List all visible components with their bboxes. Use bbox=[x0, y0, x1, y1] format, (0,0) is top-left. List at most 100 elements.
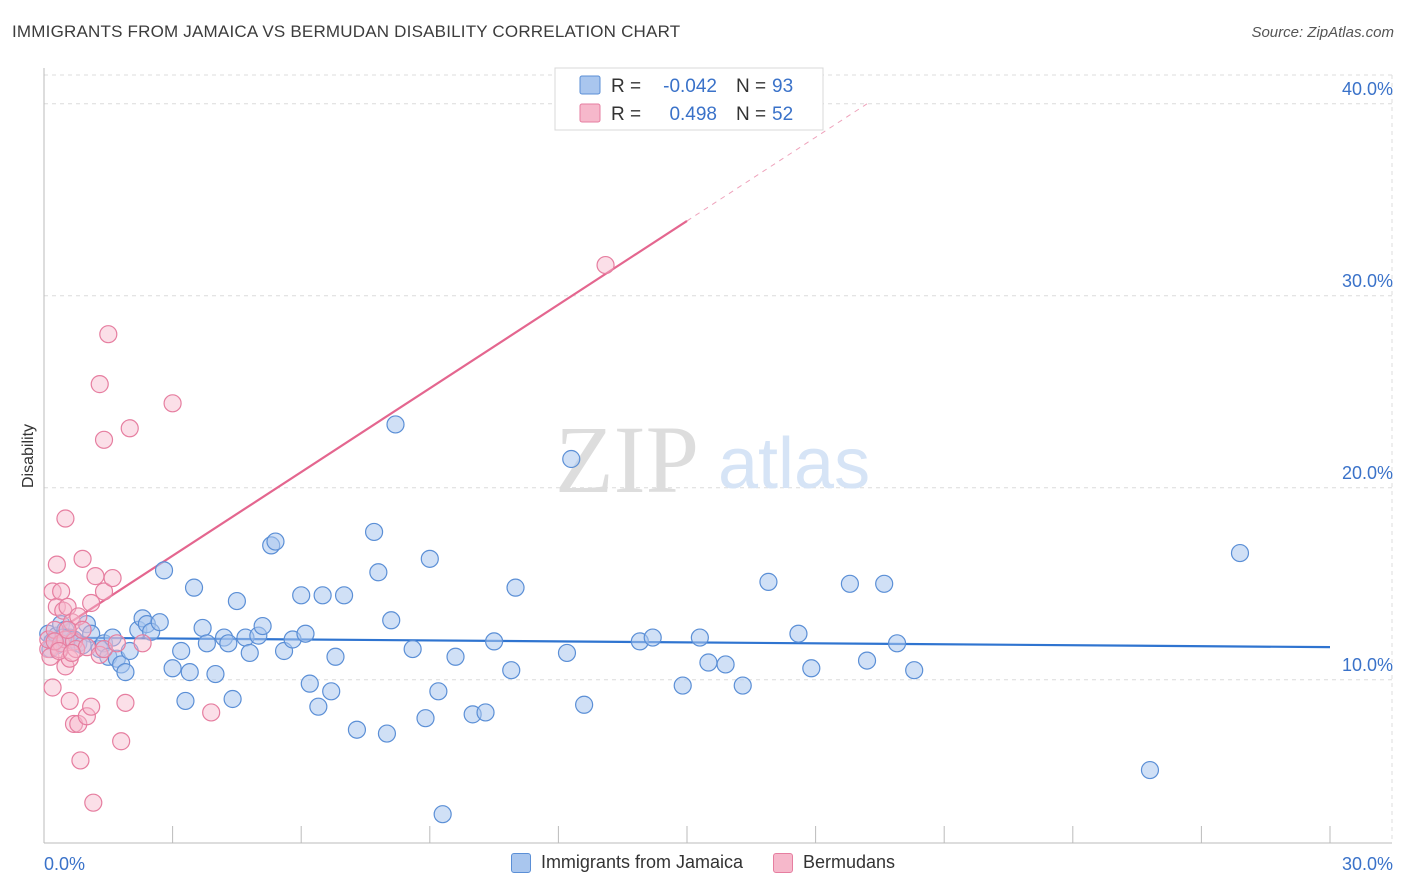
data-point-bermudans bbox=[56, 509, 75, 528]
legend-swatch-pink bbox=[772, 852, 793, 873]
data-point-jamaica bbox=[789, 624, 808, 643]
points-layer bbox=[39, 255, 1250, 824]
data-point-bermudans bbox=[202, 703, 221, 722]
trend-line-bermudans bbox=[43, 219, 688, 641]
legend-item-jamaica[interactable]: Immigrants from Jamaica bbox=[510, 852, 743, 873]
data-point-jamaica bbox=[253, 616, 272, 636]
data-point-jamaica bbox=[733, 676, 752, 695]
watermark-atlas: atlas bbox=[718, 424, 870, 504]
legend-item-bermudans[interactable]: Bermudans bbox=[772, 852, 896, 873]
data-point-jamaica bbox=[334, 586, 354, 605]
data-point-jamaica bbox=[382, 611, 401, 630]
x-tick-label: 0.0% bbox=[44, 854, 85, 874]
data-point-jamaica bbox=[673, 676, 692, 695]
data-point-bermudans bbox=[163, 394, 182, 413]
data-point-jamaica bbox=[485, 632, 504, 651]
data-point-jamaica bbox=[802, 659, 821, 678]
data-point-bermudans bbox=[82, 697, 101, 716]
data-point-jamaica bbox=[300, 674, 319, 693]
data-point-bermudans bbox=[90, 375, 109, 394]
legend-top-swatch-pink bbox=[579, 103, 601, 123]
y-axis-label: Disability bbox=[20, 424, 37, 488]
data-point-jamaica bbox=[562, 449, 581, 469]
data-point-jamaica bbox=[433, 805, 452, 824]
data-point-jamaica bbox=[309, 697, 328, 716]
data-point-jamaica bbox=[223, 689, 242, 709]
grid-layer bbox=[44, 74, 1393, 843]
data-point-jamaica bbox=[364, 522, 384, 542]
legend-label-jamaica: Immigrants from Jamaica bbox=[540, 852, 743, 872]
data-point-jamaica bbox=[154, 561, 174, 580]
data-point-jamaica bbox=[403, 639, 422, 659]
data-point-jamaica bbox=[176, 691, 195, 711]
data-point-jamaica bbox=[150, 613, 169, 632]
data-point-jamaica bbox=[875, 574, 894, 593]
data-point-jamaica bbox=[643, 628, 662, 647]
legend-top-r-label-2: R = bbox=[611, 104, 641, 125]
data-point-bermudans bbox=[52, 582, 71, 601]
legend-swatch-blue bbox=[510, 852, 531, 873]
y-tick-label: 40.0% bbox=[1342, 79, 1393, 99]
y-tick-label: 30.0% bbox=[1342, 271, 1393, 291]
chart-title: IMMIGRANTS FROM JAMAICA VS BERMUDAN DISA… bbox=[12, 22, 681, 41]
data-point-jamaica bbox=[1230, 543, 1250, 563]
data-point-bermudans bbox=[73, 549, 92, 568]
data-point-jamaica bbox=[313, 586, 332, 605]
data-point-bermudans bbox=[94, 430, 114, 449]
data-point-bermudans bbox=[596, 255, 615, 275]
data-point-jamaica bbox=[197, 634, 216, 653]
data-point-bermudans bbox=[71, 751, 90, 770]
data-point-bermudans bbox=[133, 634, 152, 653]
y-tick-label: 10.0% bbox=[1342, 655, 1393, 675]
data-point-jamaica bbox=[116, 663, 135, 682]
y-tick-label: 20.0% bbox=[1342, 463, 1393, 483]
legend-top-r-label-1: R = bbox=[611, 76, 641, 97]
data-point-jamaica bbox=[193, 618, 212, 638]
legend-top-r-value-2: 0.498 bbox=[669, 104, 717, 125]
trend-layer bbox=[43, 103, 1331, 649]
data-point-jamaica bbox=[296, 624, 315, 643]
data-point-jamaica bbox=[446, 647, 465, 666]
data-point-bermudans bbox=[47, 555, 66, 574]
data-point-bermudans bbox=[69, 607, 88, 626]
legend-top-r-value-1: -0.042 bbox=[663, 76, 717, 97]
legend-bottom: Immigrants from Jamaica Bermudans bbox=[0, 852, 1406, 873]
data-point-jamaica bbox=[227, 591, 246, 611]
data-point-jamaica bbox=[172, 641, 191, 661]
data-point-bermudans bbox=[120, 419, 139, 438]
data-point-jamaica bbox=[857, 651, 877, 670]
legend-top-n-label-1: N = bbox=[736, 76, 766, 97]
data-point-jamaica bbox=[759, 572, 778, 591]
data-point-jamaica bbox=[690, 628, 709, 647]
data-point-bermudans bbox=[112, 732, 131, 751]
data-point-jamaica bbox=[386, 415, 405, 434]
data-point-bermudans bbox=[116, 693, 135, 712]
x-tick-label: 30.0% bbox=[1342, 854, 1393, 874]
data-point-jamaica bbox=[240, 643, 259, 663]
data-point-jamaica bbox=[575, 695, 594, 714]
data-point-jamaica bbox=[716, 655, 735, 674]
data-point-jamaica bbox=[1140, 760, 1160, 780]
legend-top-n-label-2: N = bbox=[736, 104, 766, 125]
legend-label-bermudans: Bermudans bbox=[802, 852, 896, 872]
data-point-jamaica bbox=[369, 563, 388, 582]
data-point-bermudans bbox=[84, 793, 103, 812]
data-point-jamaica bbox=[840, 574, 859, 593]
data-point-jamaica bbox=[206, 664, 225, 684]
data-point-bermudans bbox=[62, 643, 81, 663]
data-point-jamaica bbox=[506, 578, 525, 597]
data-point-jamaica bbox=[163, 659, 182, 678]
legend-top: R = -0.042 N = 93 R = 0.498 N = 52 bbox=[554, 67, 824, 131]
data-point-jamaica bbox=[322, 682, 341, 701]
legend-top-swatch-blue bbox=[579, 75, 601, 95]
data-point-bermudans bbox=[58, 620, 77, 639]
data-point-jamaica bbox=[416, 709, 435, 728]
data-point-jamaica bbox=[219, 634, 238, 653]
data-point-jamaica bbox=[557, 643, 577, 663]
labels-layer: 10.0% 20.0% 30.0% 40.0% 0.0% 30.0% bbox=[44, 79, 1393, 874]
data-point-jamaica bbox=[502, 661, 521, 680]
source-label: Source: ZipAtlas.com bbox=[1251, 24, 1394, 41]
data-point-jamaica bbox=[377, 724, 397, 743]
data-point-jamaica bbox=[180, 663, 199, 682]
